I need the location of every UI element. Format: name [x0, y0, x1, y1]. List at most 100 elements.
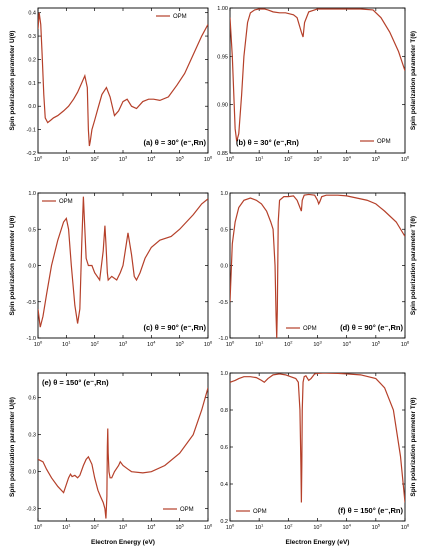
x-tick-label-d-3: 103 [313, 340, 322, 349]
plot-frame-e [37, 372, 209, 522]
x-tick-label-b-2: 102 [284, 155, 293, 164]
x-tick-label-d-1: 101 [255, 340, 264, 349]
legend-label-f: OPM [253, 509, 267, 515]
plot-frame-d [229, 192, 406, 339]
y-tick-label-e-3: 0.6 [28, 396, 36, 402]
y-tick-label-a-4: 0.2 [28, 57, 36, 63]
panel-label-d: (d) θ = 90° (e⁻,Rn) [340, 323, 403, 332]
legend-label-b: OPM [377, 139, 391, 145]
x-tick-label-f-3: 103 [313, 523, 322, 532]
x-tick-label-e-4: 104 [147, 523, 156, 532]
series-line-c-0 [38, 196, 208, 328]
x-tick-label-e-2: 102 [90, 523, 99, 532]
x-tick-label-a-6: 106 [204, 155, 213, 164]
x-tick-label-c-6: 106 [204, 340, 213, 349]
x-tick-label-b-5: 105 [372, 155, 381, 164]
y-axis-label-d: Spin polarization parameter T(θ) [410, 216, 417, 315]
y-tick-label-e-2: 0.3 [28, 433, 36, 439]
x-axis-label-left: Electron Energy (eV) [91, 539, 155, 546]
y-tick-label-d-4: 1.0 [220, 191, 228, 197]
y-tick-label-e-1: 0.0 [28, 470, 36, 476]
y-tick-label-b-3: 1.00 [217, 6, 228, 12]
x-tick-label-d-5: 105 [372, 340, 381, 349]
series-line-e-0 [38, 387, 208, 519]
panel-label-b: (b) θ = 30° (e⁻,Rn) [236, 138, 299, 147]
x-tick-label-d-6: 106 [401, 340, 410, 349]
y-tick-label-f-1: 0.4 [220, 482, 228, 488]
y-tick-label-a-5: 0.3 [28, 34, 36, 40]
x-tick-label-c-0: 100 [34, 340, 43, 349]
y-tick-label-b-1: 0.90 [217, 103, 228, 109]
x-tick-label-c-5: 105 [175, 340, 184, 349]
y-tick-label-d-1: -0.5 [219, 300, 228, 306]
y-tick-label-a-1: -0.1 [27, 128, 36, 134]
panel-label-c: (c) θ = 90° (e⁻,Rn) [144, 323, 207, 332]
legend-label-d: OPM [303, 326, 317, 332]
x-tick-label-d-4: 104 [342, 340, 351, 349]
panel-label-e: (e) θ = 150° (e⁻,Rn) [42, 378, 109, 387]
y-axis-label-c: Spin polarization parameter U(θ) [9, 216, 16, 316]
series-line-b-0 [230, 8, 405, 142]
x-tick-label-a-0: 100 [34, 155, 43, 164]
plot-frame-b [229, 7, 406, 154]
series-line-f-0 [230, 373, 405, 503]
y-tick-label-d-3: 0.5 [220, 227, 228, 233]
y-axis-label-b: Spin polarization parameter T(θ) [410, 31, 417, 130]
x-tick-label-e-3: 103 [119, 523, 128, 532]
y-tick-label-e-0: -0.3 [27, 507, 36, 513]
y-tick-label-c-2: 0.0 [28, 264, 36, 270]
x-tick-label-f-4: 104 [342, 523, 351, 532]
x-tick-label-c-1: 101 [62, 340, 71, 349]
y-axis-label-e: Spin polarization parameter U(θ) [9, 397, 16, 497]
series-line-d-0 [230, 193, 405, 338]
y-tick-label-c-0: -1.0 [27, 336, 36, 342]
y-tick-label-b-0: 0.85 [217, 151, 228, 157]
x-tick-label-b-0: 100 [226, 155, 235, 164]
x-tick-label-a-5: 105 [175, 155, 184, 164]
y-tick-label-a-3: 0.1 [28, 81, 36, 87]
y-tick-label-f-3: 0.8 [220, 408, 228, 414]
x-tick-label-f-0: 100 [226, 523, 235, 532]
y-tick-label-d-2: 0.0 [220, 264, 228, 270]
series-line-a-0 [38, 12, 208, 147]
y-tick-label-f-2: 0.6 [220, 445, 228, 451]
x-tick-label-f-2: 102 [284, 523, 293, 532]
x-tick-label-f-1: 101 [255, 523, 264, 532]
y-tick-label-b-2: 0.95 [217, 54, 228, 60]
plot-frame-a [37, 7, 209, 154]
x-tick-label-a-2: 102 [90, 155, 99, 164]
legend-label-e: OPM [180, 507, 194, 513]
y-tick-label-a-2: 0.0 [28, 104, 36, 110]
x-tick-label-d-2: 102 [284, 340, 293, 349]
panel-label-a: (a) θ = 30° (e⁻,Rn) [144, 138, 207, 147]
y-axis-label-a: Spin polarization parameter U(θ) [9, 31, 16, 131]
x-tick-label-a-3: 103 [119, 155, 128, 164]
legend-label-c: OPM [59, 199, 73, 205]
x-tick-label-a-1: 101 [62, 155, 71, 164]
x-tick-label-c-4: 104 [147, 340, 156, 349]
y-tick-label-d-0: -1.0 [219, 336, 228, 342]
x-tick-label-e-0: 100 [34, 523, 43, 532]
x-tick-label-d-0: 100 [226, 340, 235, 349]
y-tick-label-f-0: 0.2 [220, 519, 228, 525]
y-tick-label-c-4: 1.0 [28, 191, 36, 197]
y-tick-label-a-0: -0.2 [27, 151, 36, 157]
y-tick-label-f-4: 1.0 [220, 371, 228, 377]
x-axis-label-right: Electron Energy (eV) [286, 539, 350, 546]
y-tick-label-c-3: 0.5 [28, 227, 36, 233]
x-tick-label-e-1: 101 [62, 523, 71, 532]
x-tick-label-f-6: 106 [401, 523, 410, 532]
x-tick-label-b-1: 101 [255, 155, 264, 164]
y-axis-label-f: Spin polarization parameter T(θ) [410, 397, 417, 496]
x-tick-label-a-4: 104 [147, 155, 156, 164]
x-tick-label-e-6: 106 [204, 523, 213, 532]
x-tick-label-c-3: 103 [119, 340, 128, 349]
panel-label-f: (f) θ = 150° (e⁻,Rn) [338, 506, 403, 515]
x-tick-label-c-2: 102 [90, 340, 99, 349]
x-tick-label-b-4: 104 [342, 155, 351, 164]
x-tick-label-e-5: 105 [175, 523, 184, 532]
plot-frame-f [229, 372, 406, 522]
x-tick-label-b-3: 103 [313, 155, 322, 164]
y-tick-label-c-1: -0.5 [27, 300, 36, 306]
